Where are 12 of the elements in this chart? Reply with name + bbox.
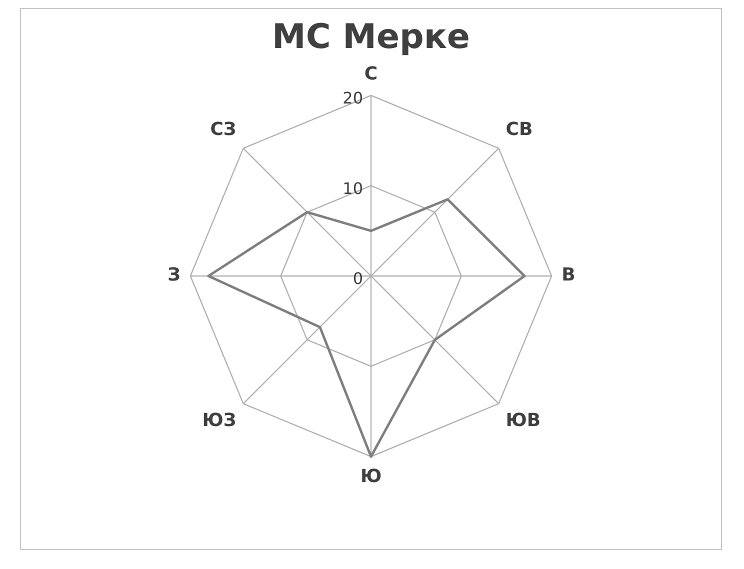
spoke-label: С (364, 63, 378, 84)
spoke-label: СВ (506, 119, 533, 140)
y-tick-label: 0 (352, 269, 363, 288)
spoke-label: З (168, 264, 180, 286)
y-tick-label: 20 (342, 88, 363, 108)
spoke-label: ЮВ (506, 410, 541, 432)
chart-title: МС Мерке (272, 17, 470, 58)
spoke-label: ЮЗ (202, 410, 236, 432)
y-tick-label: 10 (342, 178, 363, 198)
spoke-label: СЗ (210, 119, 236, 140)
spoke-label: Ю (360, 466, 382, 488)
spoke-label: В (562, 264, 576, 286)
